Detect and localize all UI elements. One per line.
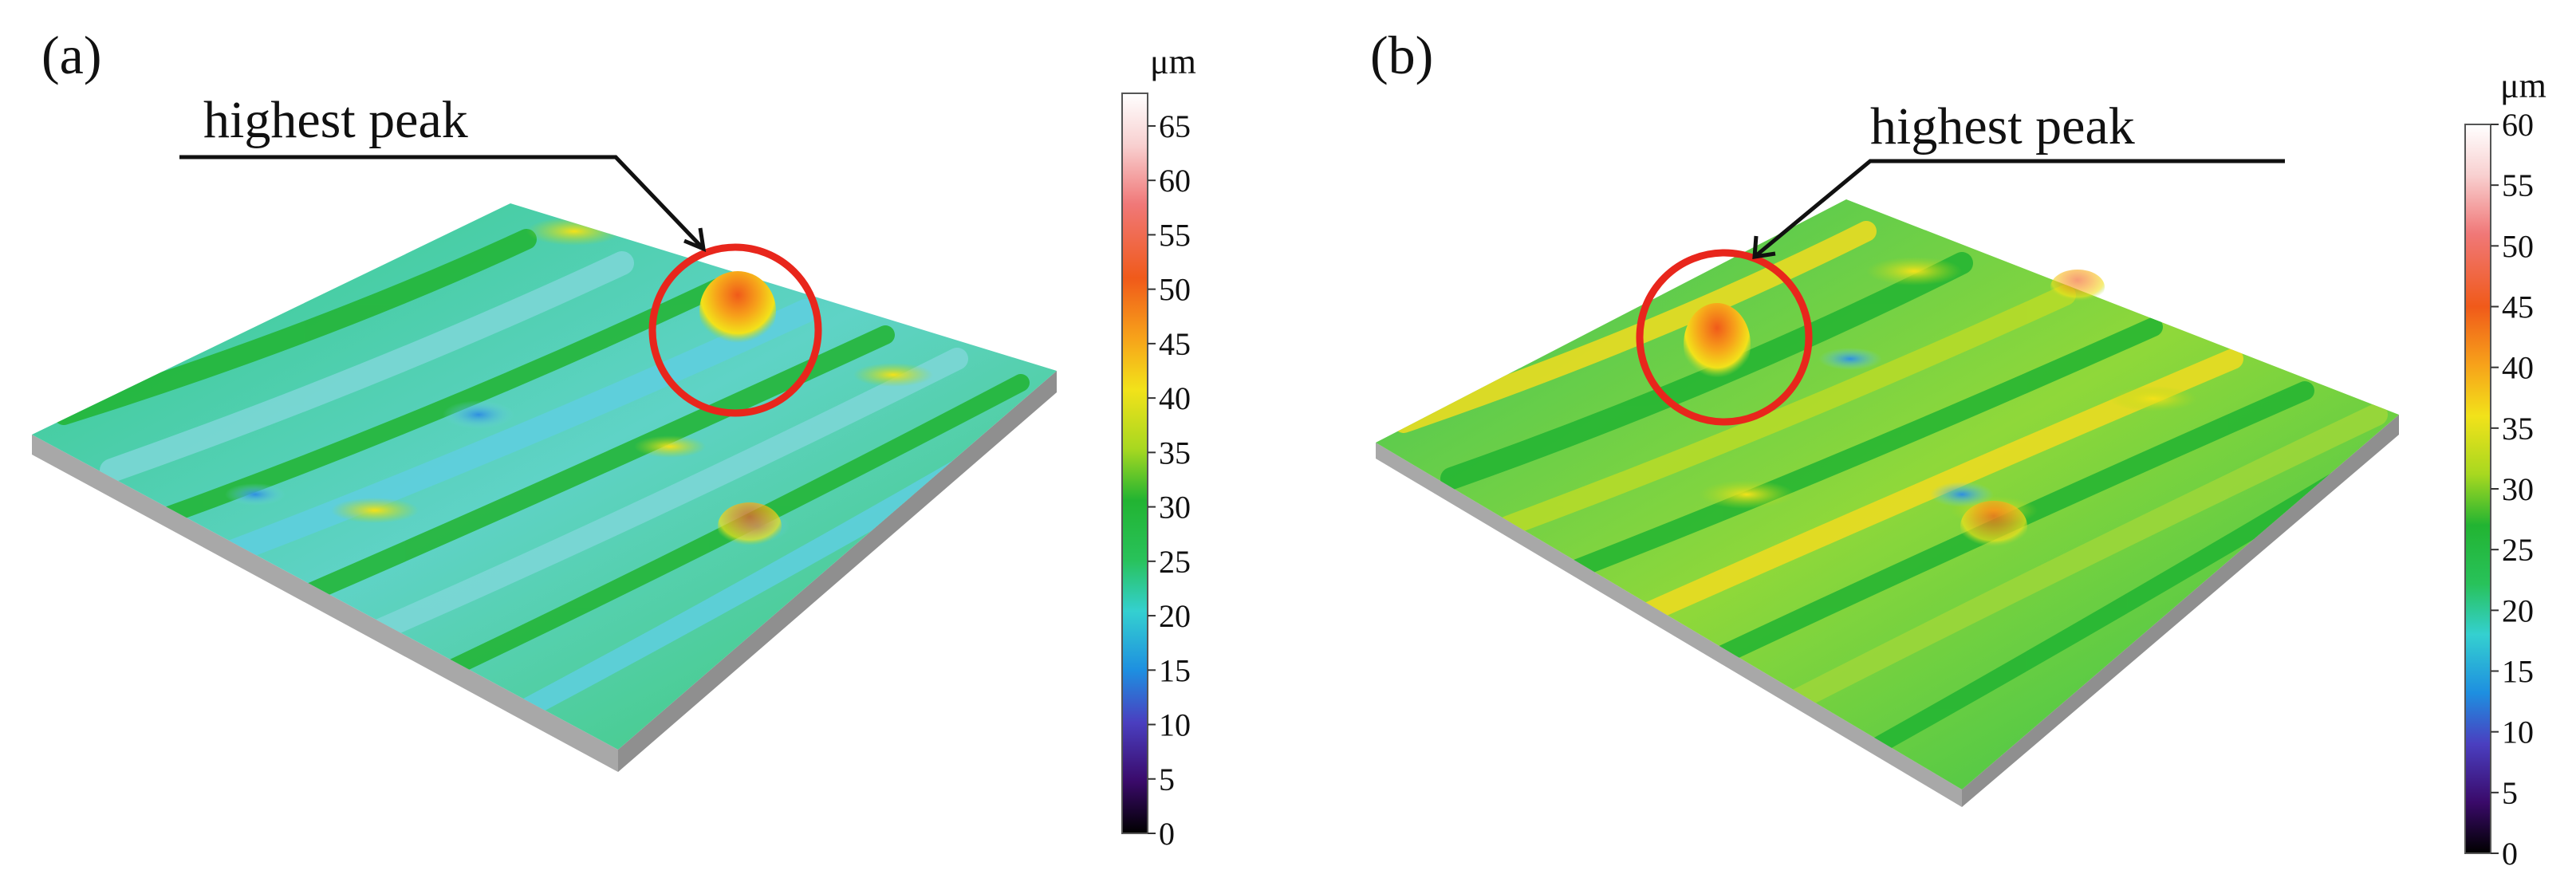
highest-peak-marker-a xyxy=(648,243,822,417)
panel-b-label: (b) xyxy=(1370,25,1433,85)
colorbar-tick-label: 55 xyxy=(1159,217,1191,253)
colorbar-tick-label: 10 xyxy=(2502,715,2534,750)
arrowhead-b xyxy=(1752,235,1776,259)
surface-b-right-wall xyxy=(1962,415,2399,807)
panel-a-label: (a) xyxy=(41,25,101,85)
colorbar-a: μm 0 5 10 15 20 25 30 35 40 45 50 55 60 65 xyxy=(1121,42,1196,852)
colorbar-b-gradient xyxy=(2464,124,2491,854)
colorbar-b-ticks: 0 5 10 15 20 25 30 35 40 45 50 55 60 xyxy=(2491,107,2534,872)
surface-b xyxy=(1376,199,2399,807)
panel-b: (b) xyxy=(1370,25,2546,872)
colorbar-tick-label: 20 xyxy=(2502,593,2534,628)
highest-peak-a xyxy=(699,271,776,351)
colorbar-tick-label: 40 xyxy=(2502,350,2534,386)
surface-b-front-wall xyxy=(1376,443,1962,807)
colorbar-tick-label: 40 xyxy=(1159,380,1191,416)
colorbar-b-unit: μm xyxy=(2500,66,2546,105)
colorbar-tick-label: 35 xyxy=(1159,435,1191,471)
colorbar-tick-label: 50 xyxy=(2502,228,2534,264)
colorbar-tick-label: 30 xyxy=(1159,490,1191,526)
colorbar-a-unit: μm xyxy=(1150,42,1196,81)
colorbar-tick-label: 0 xyxy=(1159,816,1175,852)
colorbar-tick-label: 10 xyxy=(1159,707,1191,743)
panel-a: (a) xyxy=(32,25,1196,852)
colorbar-tick-label: 25 xyxy=(2502,532,2534,568)
colorbar-tick-label: 15 xyxy=(1159,652,1191,688)
surface-a-right-wall xyxy=(618,371,1057,772)
colorbar-tick-label: 60 xyxy=(2502,107,2534,143)
colorbar-tick-label: 60 xyxy=(1159,163,1191,199)
highest-peak-label-b: highest peak xyxy=(1870,97,2135,156)
arrowhead-a xyxy=(683,227,707,253)
colorbar-a-ticks: 0 5 10 15 20 25 30 35 40 45 50 55 60 65 xyxy=(1148,108,1191,852)
colorbar-tick-label: 5 xyxy=(2502,775,2518,811)
colorbar-tick-label: 20 xyxy=(1159,598,1191,634)
colorbar-tick-label: 30 xyxy=(2502,471,2534,507)
surface-b-texture xyxy=(1393,221,2399,774)
highest-peak-b xyxy=(1684,303,1751,386)
surface-a xyxy=(32,203,1057,772)
colorbar-tick-label: 25 xyxy=(1159,544,1191,580)
surface-a-front-wall xyxy=(32,435,618,772)
surface-a-top xyxy=(32,203,1057,750)
colorbar-tick-label: 50 xyxy=(1159,272,1191,308)
colorbar-tick-label: 0 xyxy=(2502,836,2518,872)
colorbar-tick-label: 35 xyxy=(2502,411,2534,447)
leader-line-b xyxy=(1753,159,2285,258)
colorbar-b: μm 0 5 10 15 20 25 30 35 40 45 50 55 60 xyxy=(2464,66,2546,872)
colorbar-a-gradient xyxy=(1121,93,1148,834)
colorbar-tick-label: 65 xyxy=(1159,108,1191,144)
colorbar-tick-label: 45 xyxy=(2502,289,2534,325)
colorbar-tick-label: 5 xyxy=(1159,762,1175,797)
leader-line-a xyxy=(179,155,705,250)
highest-peak-label-a: highest peak xyxy=(203,91,468,149)
colorbar-tick-label: 45 xyxy=(1159,326,1191,362)
highest-peak-marker-b xyxy=(1636,249,1813,426)
colorbar-tick-label: 15 xyxy=(2502,654,2534,690)
colorbar-tick-label: 55 xyxy=(2502,167,2534,203)
